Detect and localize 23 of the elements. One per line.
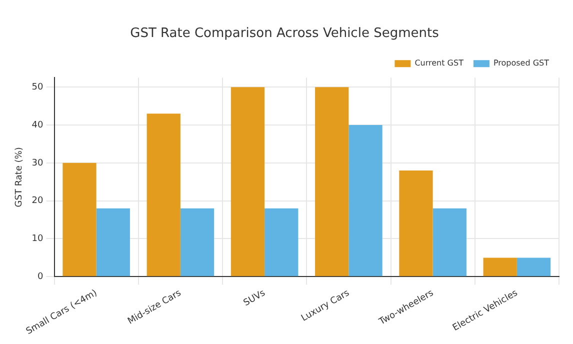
legend-label: Current GST (414, 58, 464, 68)
bar (96, 208, 130, 276)
bar (180, 208, 214, 276)
y-tick-label: 30 (32, 158, 44, 168)
bar (432, 208, 466, 276)
bar (483, 258, 517, 276)
y-tick-label: 40 (32, 120, 44, 130)
bar (348, 124, 382, 276)
x-tick-label: SUVs (242, 288, 268, 309)
bar (62, 162, 96, 276)
bar (264, 208, 298, 276)
y-tick-label: 50 (32, 82, 44, 92)
y-tick-label: 10 (32, 234, 44, 244)
y-axis-title: GST Rate (%) (14, 147, 25, 208)
bar (516, 258, 551, 276)
bar (230, 87, 265, 276)
chart-title: GST Rate Comparison Across Vehicle Segments (130, 26, 440, 42)
bar (146, 114, 180, 276)
bar (315, 87, 349, 276)
bar (399, 170, 433, 276)
y-tick-label: 20 (32, 196, 44, 206)
legend-label: Proposed GST (493, 58, 550, 68)
y-tick-label: 0 (38, 272, 44, 282)
